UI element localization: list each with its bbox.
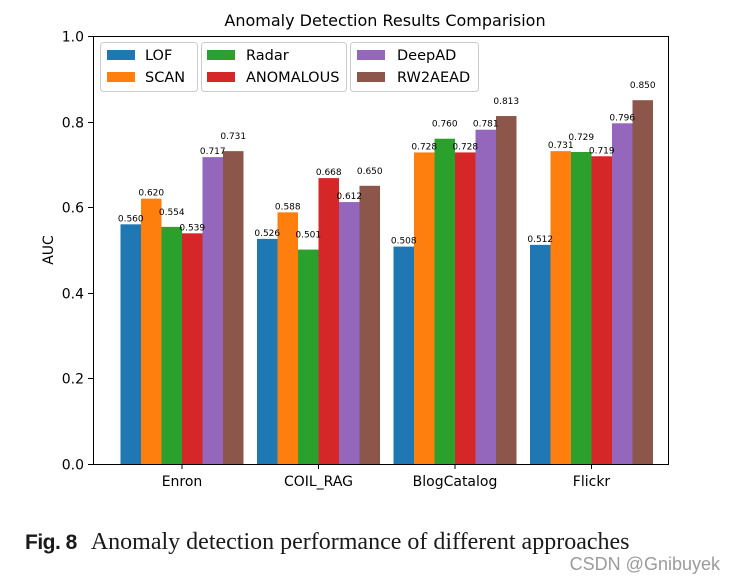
legend-swatch-rw2aead [357,72,385,82]
value-label-deepad-flickr: 0.796 [609,113,635,123]
bar-anomalous-blogcatalog [455,152,476,465]
value-label-lof-flickr: 0.512 [527,235,553,245]
bar-deepad-enron [202,157,223,464]
bar-radar-coil-rag [298,249,319,464]
legend-label-radar: Radar [246,48,289,64]
bar-rw2aead-enron [223,151,244,464]
legend-frame-2 [201,42,347,92]
watermark: CSDN @Gnibuyek [569,554,720,574]
y-tick-label-0-6: 0.6 [62,201,84,217]
bar-chart: Anomaly Detection Results Comparision AU… [41,11,669,490]
value-label-scan-blogcatalog: 0.728 [411,142,437,152]
legend-label-anomalous: ANOMALOUS [246,70,339,86]
chart-title: Anomaly Detection Results Comparision [224,11,545,30]
value-label-anomalous-coil-rag: 0.668 [316,168,342,178]
figure-caption-text: Anomaly detection performance of differe… [90,529,630,555]
value-label-lof-coil-rag: 0.526 [254,229,280,239]
plot-frame [93,36,669,465]
legend-swatch-radar [207,50,235,60]
figure-number: Fig. 8 [25,531,77,554]
value-label-rw2aead-enron: 0.731 [220,132,246,142]
legend-label-lof: LOF [145,48,172,64]
bar-scan-flickr [550,151,571,464]
y-tick-label-1-0: 1.0 [62,30,84,46]
value-label-rw2aead-flickr: 0.850 [630,81,656,91]
bar-rw2aead-coil-rag [359,185,380,465]
value-label-lof-blogcatalog: 0.508 [391,237,417,247]
y-tick-label-0-0: 0.0 [62,458,84,474]
legend-swatch-anomalous [207,72,235,82]
value-label-scan-coil-rag: 0.588 [275,202,301,212]
legend-label-deepad: DeepAD [397,48,456,64]
legend-swatch-scan [107,72,135,82]
legend-swatch-deepad [357,50,385,60]
value-label-rw2aead-coil-rag: 0.650 [357,167,383,177]
bars-layer [120,100,653,465]
value-label-radar-flickr: 0.729 [568,133,594,143]
bar-lof-enron [120,224,141,464]
value-label-scan-flickr: 0.731 [548,141,574,151]
bar-deepad-blogcatalog [475,129,496,465]
legend: LOF SCAN Radar ANOMALOUS DeepAD RW2AEAD [100,42,479,92]
bar-radar-enron [161,226,182,464]
bar-lof-flickr [530,244,551,464]
bar-rw2aead-flickr [632,100,653,464]
bar-anomalous-flickr [591,156,612,464]
x-tick-label-flickr: Flickr [573,474,611,490]
value-label-scan-enron: 0.620 [138,189,164,199]
value-labels-layer: 0.560 0.526 0.508 0.512 0.620 0.588 0.728 0.731… [118,81,656,246]
y-axis-label: AUC [41,235,57,265]
value-label-deepad-blogcatalog: 0.781 [473,120,499,130]
bar-scan-enron [141,198,162,464]
bar-radar-flickr [571,151,592,465]
y-tick-label-0-4: 0.4 [62,287,84,303]
value-label-lof-enron: 0.560 [118,214,144,224]
legend-label-rw2aead: RW2AEAD [397,70,470,86]
value-label-anomalous-blogcatalog: 0.728 [452,142,478,152]
bar-lof-coil-rag [257,238,278,464]
legend-label-scan: SCAN [145,70,185,86]
bar-scan-coil-rag [277,212,298,464]
x-tick-label-blogcatalog: BlogCatalog [413,474,498,490]
bar-anomalous-enron [182,233,203,464]
value-label-deepad-coil-rag: 0.612 [336,192,362,202]
bar-deepad-coil-rag [339,202,360,464]
x-tick-label-enron: Enron [162,474,203,490]
bar-anomalous-coil-rag [318,178,339,464]
y-tick-label-0-2: 0.2 [62,372,84,388]
figure-caption: Fig. 8 Anomaly detection performance of d… [25,528,630,558]
value-label-radar-blogcatalog: 0.760 [432,120,458,130]
legend-swatch-lof [107,50,135,60]
value-label-radar-enron: 0.554 [159,208,185,218]
value-label-radar-coil-rag: 0.501 [295,231,321,241]
x-axis: Enron COIL_RAG BlogCatalog Flickr [162,464,611,490]
bar-deepad-flickr [612,123,633,464]
x-tick-label-coil-rag: COIL_RAG [284,474,353,490]
value-label-deepad-enron: 0.717 [200,147,226,157]
y-axis: 0.0 0.2 0.4 0.6 0.8 1.0 [62,30,93,474]
value-label-anomalous-enron: 0.539 [179,223,205,233]
bar-rw2aead-blogcatalog [496,116,517,464]
bar-lof-blogcatalog [393,246,414,464]
y-tick-label-0-8: 0.8 [62,116,84,132]
bar-scan-blogcatalog [414,152,435,465]
value-label-anomalous-flickr: 0.719 [589,146,615,156]
value-label-rw2aead-blogcatalog: 0.813 [493,97,519,107]
bar-radar-blogcatalog [434,138,455,464]
